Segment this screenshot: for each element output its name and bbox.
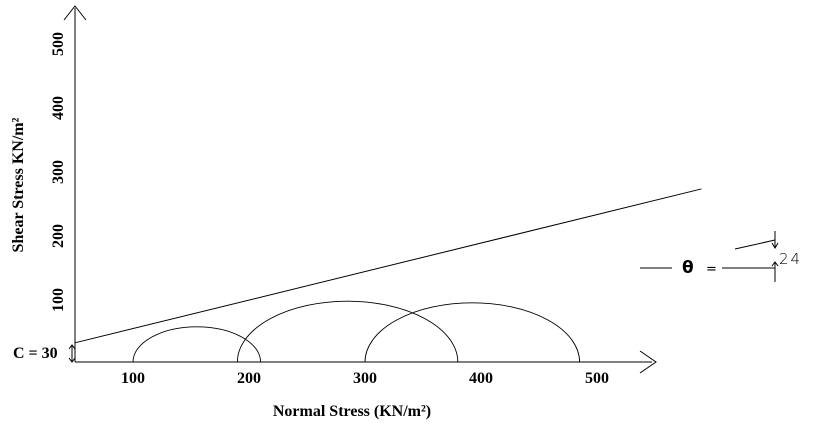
y-tick-label: 300 xyxy=(50,160,67,184)
theta-equals: = xyxy=(706,262,717,277)
x-tick-label: 300 xyxy=(353,370,377,387)
failure-envelope xyxy=(74,188,702,344)
mohr-circles xyxy=(132,300,581,363)
theta-symbol: θ xyxy=(682,258,694,278)
y-axis-arrow xyxy=(63,5,87,21)
y-tick-label: 200 xyxy=(50,224,67,248)
mohr-circle xyxy=(364,302,581,363)
y-tick-label: 400 xyxy=(50,96,67,120)
x-tick-label: 100 xyxy=(121,370,145,387)
angle-annotation-lines xyxy=(640,231,779,282)
x-tick-label: 500 xyxy=(585,370,609,387)
cohesion-marker xyxy=(68,344,76,363)
y-axis-title: Shear Stress KN/m² xyxy=(10,117,27,252)
y-tick-labels: 100 200 300 400 500 xyxy=(50,32,67,312)
cohesion-label: C = 30 xyxy=(13,345,58,362)
x-axis-title: Normal Stress (KN/m²) xyxy=(273,403,431,420)
x-tick-label: 200 xyxy=(237,370,261,387)
axes xyxy=(63,5,657,374)
angle-value-label: 24 xyxy=(779,250,802,268)
mohr-circle xyxy=(132,326,262,363)
x-axis-arrow xyxy=(639,350,657,374)
y-tick-label: 100 xyxy=(50,288,67,312)
y-tick-label: 500 xyxy=(50,32,67,56)
x-tick-label: 400 xyxy=(469,370,493,387)
x-tick-labels: 100 200 300 400 500 xyxy=(121,370,609,387)
mohr-circle xyxy=(236,300,459,363)
